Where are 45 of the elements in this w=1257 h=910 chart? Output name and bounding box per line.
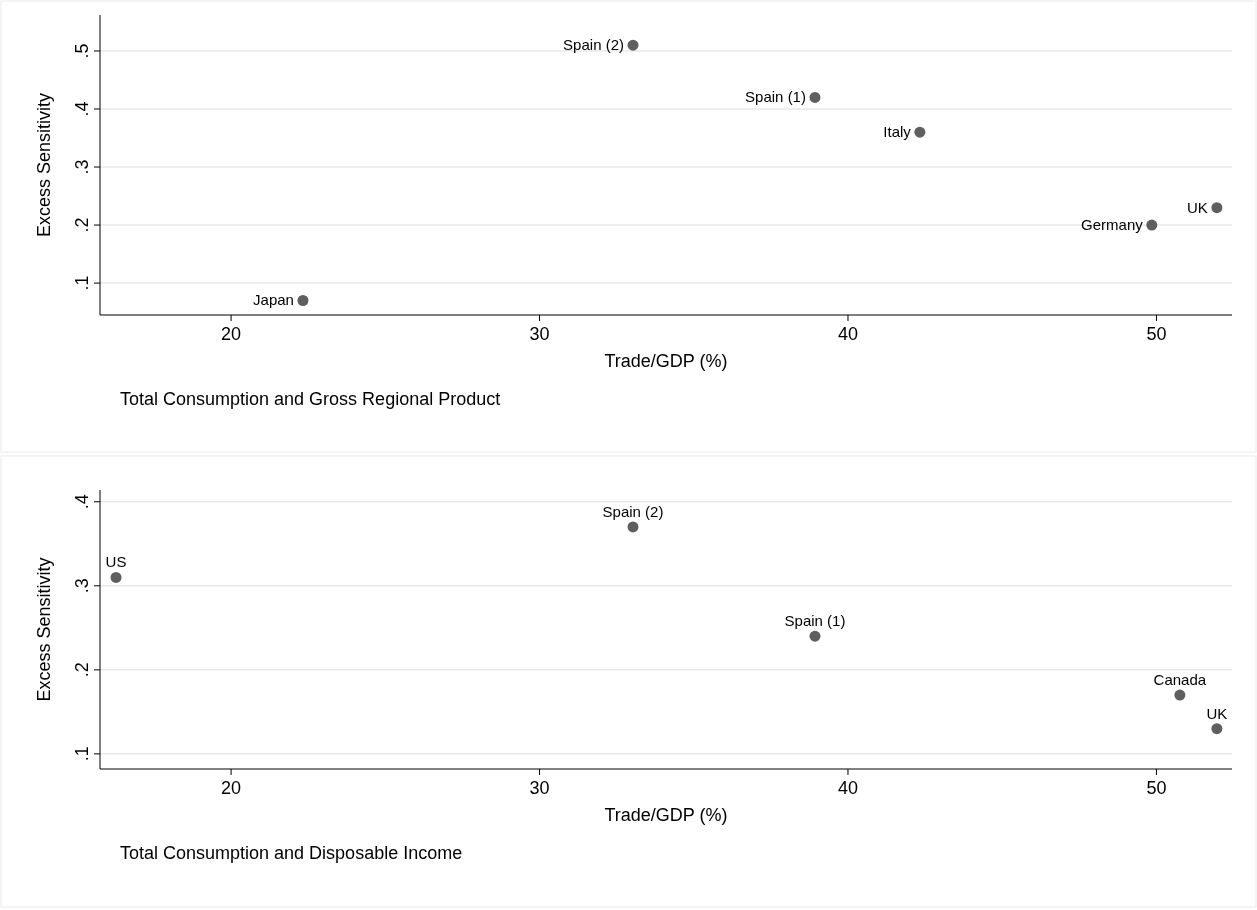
point: [1211, 723, 1223, 735]
point: [1211, 202, 1223, 214]
x-tick-label: 30: [529, 324, 550, 344]
annotation: Spain (2): [563, 36, 624, 54]
y-axis-title: Excess Sensitivity: [34, 92, 54, 238]
y-tick-label: .5: [72, 43, 92, 59]
annotation: UK: [1206, 704, 1228, 722]
x-tick-label: 50: [1146, 778, 1167, 798]
annotation: Japan: [253, 291, 294, 309]
point: [627, 521, 639, 533]
annotation: Spain (2): [602, 502, 664, 520]
x-tick-label: 30: [529, 778, 550, 798]
y-tick-label: .4: [72, 494, 92, 510]
point: [914, 126, 926, 138]
y-tick-label: .3: [72, 159, 92, 175]
y-tick-label: .4: [72, 101, 92, 117]
text: Total Consumption and Gross Regional Product: [120, 389, 501, 409]
x-tick-label: 40: [837, 778, 858, 798]
point: [809, 630, 821, 642]
y-tick-label: .1: [72, 746, 92, 762]
x-tick-label: 20: [221, 324, 242, 344]
y-tick-label: .3: [72, 578, 92, 594]
x-tick-label: 20: [221, 778, 242, 798]
annotation: Canada: [1153, 671, 1207, 689]
x-axis-title: Trade/GDP (%): [604, 805, 728, 825]
point: [809, 91, 821, 103]
annotation: Spain (1): [784, 612, 846, 630]
point: [1174, 689, 1186, 701]
annotation: US: [105, 553, 127, 571]
annotation: Spain (1): [745, 88, 806, 106]
y-tick-label: .2: [72, 217, 92, 233]
annotation: Germany: [1081, 216, 1144, 234]
point: [627, 39, 639, 51]
annotation: UK: [1187, 198, 1208, 216]
y-tick-label: .2: [72, 662, 92, 678]
text: Total Consumption and Disposable Income: [120, 843, 463, 863]
point: [1146, 219, 1158, 231]
point: [297, 294, 309, 306]
y-axis-title: Excess Sensitivity: [34, 557, 54, 702]
annotation: Italy: [883, 123, 912, 141]
y-tick-label: .1: [72, 275, 92, 291]
point: [110, 571, 122, 583]
x-tick-label: 40: [837, 324, 858, 344]
x-axis-title: Trade/GDP (%): [604, 351, 728, 371]
x-tick-label: 50: [1146, 324, 1167, 344]
